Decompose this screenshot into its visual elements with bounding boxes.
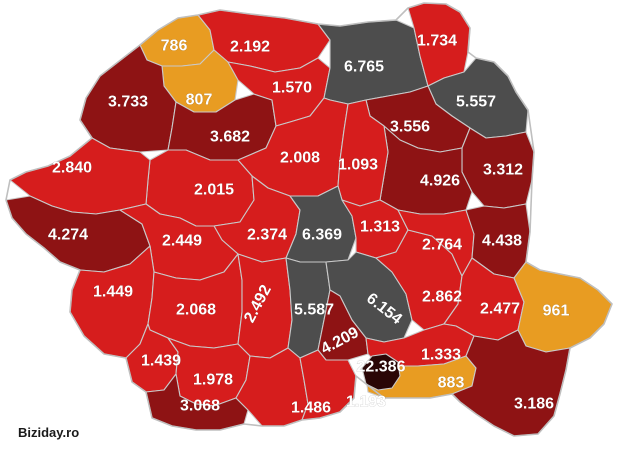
label-salaj: 807 [186,92,213,109]
label-giurgiu: 1.193 [346,394,386,411]
label-vaslui: 3.312 [483,162,523,179]
label-gorj: 1.978 [193,372,233,389]
label-covasna: 1.313 [360,219,400,236]
label-tulcea: 961 [543,303,570,320]
county-regions [5,2,613,437]
label-olt: 1.486 [291,400,331,417]
label-constanta: 3.186 [514,396,554,413]
label-calarasi: 883 [438,375,465,392]
label-sibiu: 2.374 [247,227,287,244]
label-satu-mare: 786 [161,38,188,55]
label-cluj: 3.682 [210,129,250,146]
label-neamt: 3.556 [390,119,430,136]
label-harghita: 1.093 [338,157,378,174]
label-vrancea: 2.764 [422,237,462,254]
label-maramures: 2.192 [230,39,270,56]
label-suceava: 6.765 [344,59,384,76]
label-arad: 2.840 [52,160,92,177]
label-mehedinti: 1.439 [141,353,181,370]
label-dolj: 3.068 [180,398,220,415]
label-bucuresti: 22.386 [357,359,406,376]
label-ialomita: 1.333 [421,347,461,364]
label-valcea: 2.068 [176,302,216,319]
label-alba: 2.015 [194,182,234,199]
label-galati: 4.438 [482,233,522,250]
label-botosani: 1.734 [417,33,457,50]
label-timis: 4.274 [48,227,88,244]
label-braila: 2.477 [480,301,520,318]
label-caras-severin: 1.449 [93,284,133,301]
label-bistrita: 1.570 [272,80,312,97]
label-mures: 2.008 [280,150,320,167]
county-value-labels: 786 2.192 1.734 6.765 807 1.570 5.557 3.… [48,32,570,417]
label-brasov: 6.369 [302,227,342,244]
label-iasi: 5.557 [456,94,496,111]
label-bihor: 3.733 [108,94,148,111]
watermark-biziday: Biziday.ro [18,425,80,440]
country-outline [5,2,613,437]
label-buzau: 2.862 [422,289,462,306]
label-hunedoara: 2.449 [162,233,202,250]
label-bacau: 4.926 [420,173,460,190]
label-dambovita: 5.587 [294,302,334,319]
